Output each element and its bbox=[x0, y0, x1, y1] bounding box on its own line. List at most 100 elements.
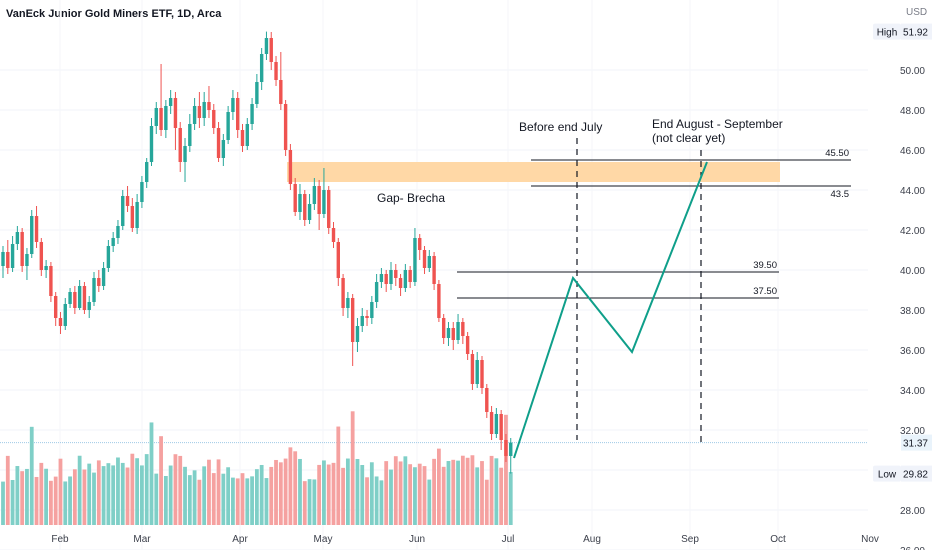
price-levels: 45.50 43.5 39.50 37.50 bbox=[457, 138, 851, 445]
candle-body bbox=[307, 204, 312, 220]
candle-body bbox=[269, 38, 273, 62]
candle-body bbox=[111, 238, 115, 246]
volume-bar bbox=[264, 478, 269, 525]
volume-bar bbox=[422, 466, 427, 525]
volume-bar bbox=[163, 476, 168, 525]
volume-bar bbox=[39, 462, 44, 525]
volume-bar bbox=[183, 466, 187, 525]
volume-bar bbox=[365, 477, 369, 525]
candle-body bbox=[216, 128, 221, 158]
volume-bar bbox=[259, 464, 264, 525]
volume-bar bbox=[72, 469, 77, 525]
candle-body bbox=[82, 286, 87, 310]
volume-bar bbox=[470, 455, 475, 525]
candle-body bbox=[106, 246, 111, 268]
volume-bar bbox=[111, 465, 116, 525]
volume-bar bbox=[436, 448, 441, 525]
candle-body bbox=[87, 302, 91, 310]
volume-bar bbox=[1, 481, 5, 525]
volume-bar bbox=[192, 470, 197, 525]
gap-zone bbox=[287, 162, 780, 182]
candle-body bbox=[408, 270, 412, 282]
price-badges: High 51.92 Low 29.82 31.37 bbox=[873, 23, 932, 482]
volume-bar bbox=[274, 459, 278, 525]
candle-body bbox=[441, 318, 446, 338]
candle-body bbox=[327, 190, 331, 228]
price-tick-label: 48.00 bbox=[900, 106, 925, 117]
candle-body bbox=[341, 278, 345, 308]
high-badge-tag-text: High bbox=[877, 28, 898, 39]
candle-body bbox=[30, 216, 34, 254]
candle-body bbox=[283, 104, 288, 150]
candle-body bbox=[398, 278, 403, 288]
volume-bars bbox=[1, 411, 513, 525]
volume-bar bbox=[480, 461, 484, 525]
candle-body bbox=[470, 354, 475, 384]
volume-bar bbox=[379, 480, 384, 525]
candle-body bbox=[475, 360, 479, 384]
volume-bar bbox=[63, 481, 68, 525]
candle-body bbox=[178, 128, 182, 162]
time-tick-label: Nov bbox=[861, 534, 879, 545]
volume-bar bbox=[140, 465, 144, 525]
volume-bar bbox=[216, 459, 221, 525]
candle-body bbox=[236, 98, 240, 130]
candle-body bbox=[135, 202, 139, 228]
volume-bar bbox=[489, 455, 494, 525]
candle-body bbox=[92, 278, 96, 302]
candle-body bbox=[207, 102, 211, 110]
candle-body bbox=[101, 268, 106, 286]
volume-bar bbox=[312, 479, 317, 525]
volume-bar bbox=[231, 477, 235, 525]
volume-bar bbox=[269, 466, 274, 525]
candle-body bbox=[6, 252, 10, 268]
volume-bar bbox=[307, 479, 312, 525]
end-august-label: End August - September bbox=[652, 117, 783, 131]
time-tick-label: Jun bbox=[409, 534, 425, 545]
candle-body bbox=[379, 274, 384, 282]
volume-bar bbox=[326, 464, 331, 525]
currency-label: USD bbox=[906, 7, 928, 18]
price-tick-label: 38.00 bbox=[900, 306, 925, 317]
candle-body bbox=[274, 62, 278, 80]
volume-bar bbox=[44, 468, 49, 525]
volume-bar bbox=[5, 455, 10, 525]
candle-body bbox=[231, 98, 235, 112]
volume-bar bbox=[226, 467, 231, 525]
candle-body bbox=[245, 124, 249, 146]
price-tick-label: 32.00 bbox=[900, 426, 925, 437]
time-tick-label: Oct bbox=[770, 534, 786, 545]
volume-bar bbox=[254, 469, 259, 525]
candle-body bbox=[97, 278, 101, 286]
candle-body bbox=[360, 316, 364, 326]
volume-bar bbox=[398, 461, 403, 525]
candle-body bbox=[130, 206, 135, 228]
candle-body bbox=[365, 316, 369, 318]
candle-body bbox=[303, 194, 307, 220]
candle-body bbox=[413, 238, 417, 282]
candle-body bbox=[456, 322, 460, 340]
volume-bar bbox=[15, 466, 20, 525]
candle-body bbox=[451, 328, 455, 340]
candle-body bbox=[202, 102, 206, 118]
volume-bar bbox=[446, 461, 451, 525]
volume-bar bbox=[235, 478, 240, 525]
candle-body bbox=[317, 186, 321, 214]
time-tick-label: Mar bbox=[133, 534, 151, 545]
level-label: 37.50 bbox=[753, 286, 777, 297]
volume-bar bbox=[187, 475, 192, 525]
candle-body bbox=[298, 194, 302, 212]
candle-body bbox=[25, 254, 29, 266]
volume-bar bbox=[77, 455, 82, 525]
candle-body bbox=[485, 388, 489, 412]
volume-bar bbox=[135, 458, 140, 525]
candle-body bbox=[49, 266, 53, 296]
candle-body bbox=[418, 238, 422, 250]
volume-bar bbox=[120, 462, 125, 525]
volume-bar bbox=[499, 467, 504, 525]
volume-bar bbox=[331, 462, 336, 525]
candle-body bbox=[212, 110, 216, 128]
candle-body bbox=[168, 98, 173, 106]
volume-bar bbox=[322, 460, 326, 525]
